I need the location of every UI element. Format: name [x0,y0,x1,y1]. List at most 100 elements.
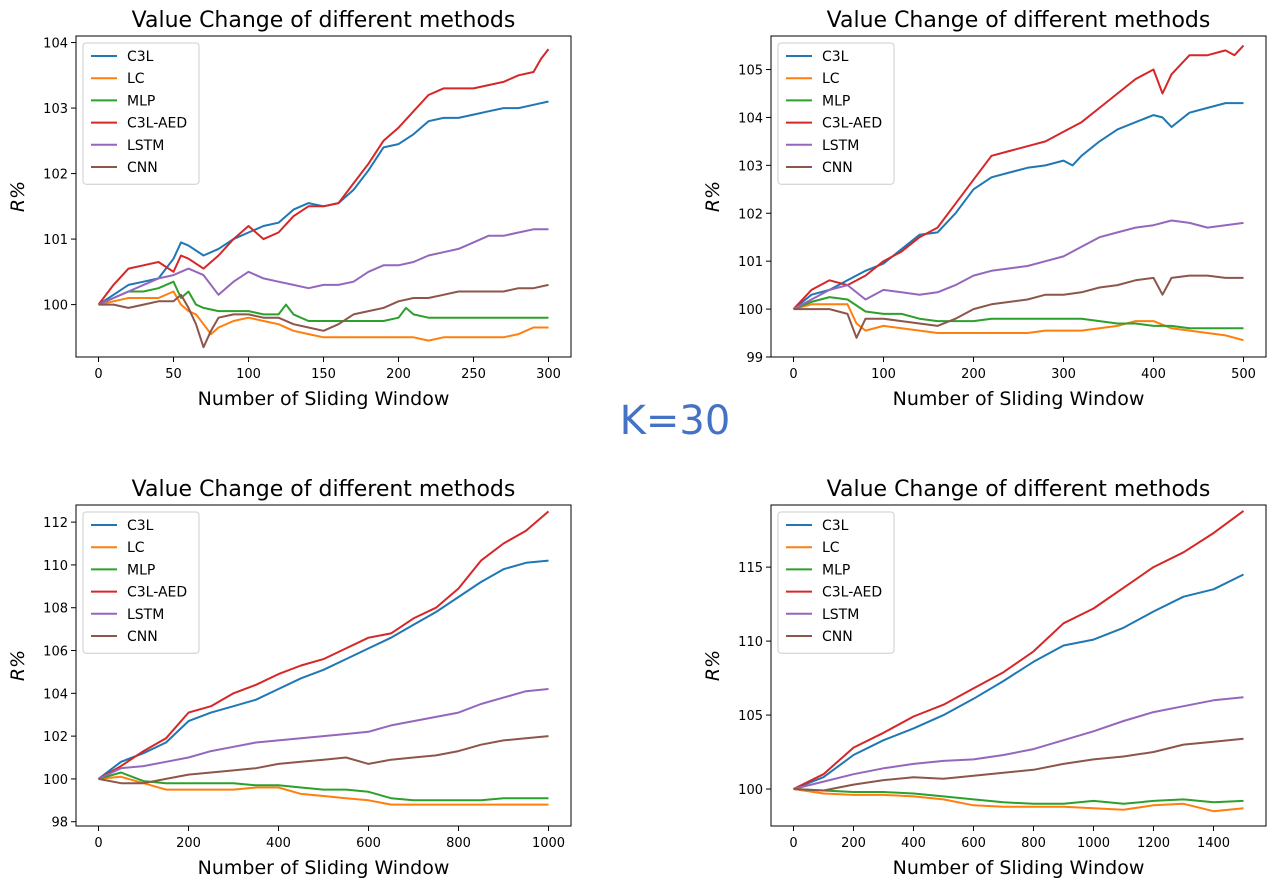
series-line-c3l [97,559,549,780]
legend-label: MLP [127,93,155,109]
x-tick-label: 1000 [532,836,565,851]
legend: C3L LC MLP C3L-AED LSTM CNN [82,42,200,185]
series-line-mlp [98,771,549,802]
y-tick-label: 106 [43,645,68,660]
legend: C3L LC MLP C3L-AED LSTM CNN [777,42,895,185]
legend-label: LSTM [127,138,164,154]
series-line-mlp [793,788,1244,805]
legend-label: C3L [127,49,154,65]
series-line-mlp [793,296,1244,330]
y-tick-label: 102 [43,730,68,745]
legend-label: LSTM [127,607,164,623]
legend-label: LC [127,71,145,87]
legend-label: LSTM [822,607,859,623]
legend-label: C3L-AED [127,585,187,601]
y-tick-label: 98 [51,816,68,831]
series-line-lstm [793,219,1244,310]
x-tick-label: 600 [961,836,986,851]
y-tick-label: 104 [43,37,68,52]
plot-frame [75,504,572,827]
x-axis-label: Number of Sliding Window [198,857,450,879]
x-tick-label: 150 [311,367,336,382]
y-tick-label: 110 [43,559,68,574]
x-tick-label: 300 [1051,367,1076,382]
legend-label: C3L [822,518,849,534]
x-tick-label: 100 [236,367,261,382]
x-axis-label: Number of Sliding Window [893,388,1145,410]
legend-label: MLP [822,93,850,109]
legend-label: LC [822,540,840,556]
y-axis-label: R% [702,650,724,681]
y-tick-label: 101 [738,255,763,270]
chart-panel: Value Change of different methods 0 200 400… [702,477,1267,879]
series-line-lc [98,775,549,806]
series-line-c3l-aed [97,48,550,306]
y-tick-label: 110 [738,635,763,650]
x-tick-label: 200 [841,836,866,851]
chart-title: Value Change of different methods [827,477,1211,502]
series-line-lstm [98,228,549,306]
legend-label: LC [127,540,145,556]
x-axis-label: Number of Sliding Window [198,388,450,410]
legend-label: LC [822,71,840,87]
legend-label: CNN [127,629,158,645]
x-tick-label: 200 [961,367,986,382]
chart-title: Value Change of different methods [827,8,1211,33]
legend-label: CNN [127,160,158,176]
x-tick-label: 200 [176,836,201,851]
x-tick-label: 1000 [1077,836,1110,851]
y-tick-label: 100 [43,773,68,788]
x-tick-label: 0 [789,367,797,382]
series-line-lc [98,290,549,342]
y-tick-label: 99 [746,351,763,366]
chart-panel: Value Change of different methods 0 200 400… [7,477,572,879]
series-line-lstm [793,696,1244,790]
plot-frame [770,504,1267,827]
y-tick-label: 100 [43,299,68,314]
x-tick-label: 250 [461,367,486,382]
legend-label: C3L [822,49,849,65]
plot-frame [770,35,1267,358]
series-line-c3l-aed [792,44,1245,310]
chart-title: Value Change of different methods [132,8,516,33]
legend-label: C3L-AED [822,585,882,601]
series-line-cnn [98,735,549,785]
series-line-c3l [97,100,549,306]
y-tick-label: 105 [738,709,763,724]
x-tick-label: 400 [901,836,926,851]
series-line-lstm [98,688,549,780]
x-tick-label: 0 [94,367,102,382]
legend-label: MLP [822,562,850,578]
chart-panel: Value Change of different methods 0 100 200… [702,8,1267,410]
series-line-lc [793,788,1244,813]
x-axis-label: Number of Sliding Window [893,857,1145,879]
y-tick-label: 100 [738,303,763,318]
y-tick-label: 115 [738,561,763,576]
chart-title: Value Change of different methods [132,477,516,502]
x-tick-label: 100 [871,367,896,382]
y-axis-label: R% [702,181,724,212]
y-tick-label: 105 [738,64,763,79]
legend-label: CNN [822,629,853,645]
y-tick-label: 102 [738,207,763,222]
y-tick-label: 102 [43,168,68,183]
legend-label: C3L-AED [822,116,882,132]
y-axis-label: R% [7,650,29,681]
x-tick-label: 300 [536,367,561,382]
x-tick-label: 400 [266,836,291,851]
x-tick-label: 200 [386,367,411,382]
legend: C3L LC MLP C3L-AED LSTM CNN [82,511,200,654]
legend-label: LSTM [822,138,859,154]
legend-label: C3L-AED [127,116,187,132]
series-line-c3l-aed [793,510,1245,790]
x-tick-label: 800 [446,836,471,851]
series-line-cnn [98,283,549,349]
series-line-cnn [793,737,1244,792]
y-tick-label: 108 [43,602,68,617]
y-tick-label: 103 [43,102,68,117]
y-axis-label: R% [7,181,29,212]
y-tick-label: 101 [43,233,68,248]
series-line-mlp [98,280,549,322]
chart-panel: Value Change of different methods 0 50 100 1… [7,8,572,410]
